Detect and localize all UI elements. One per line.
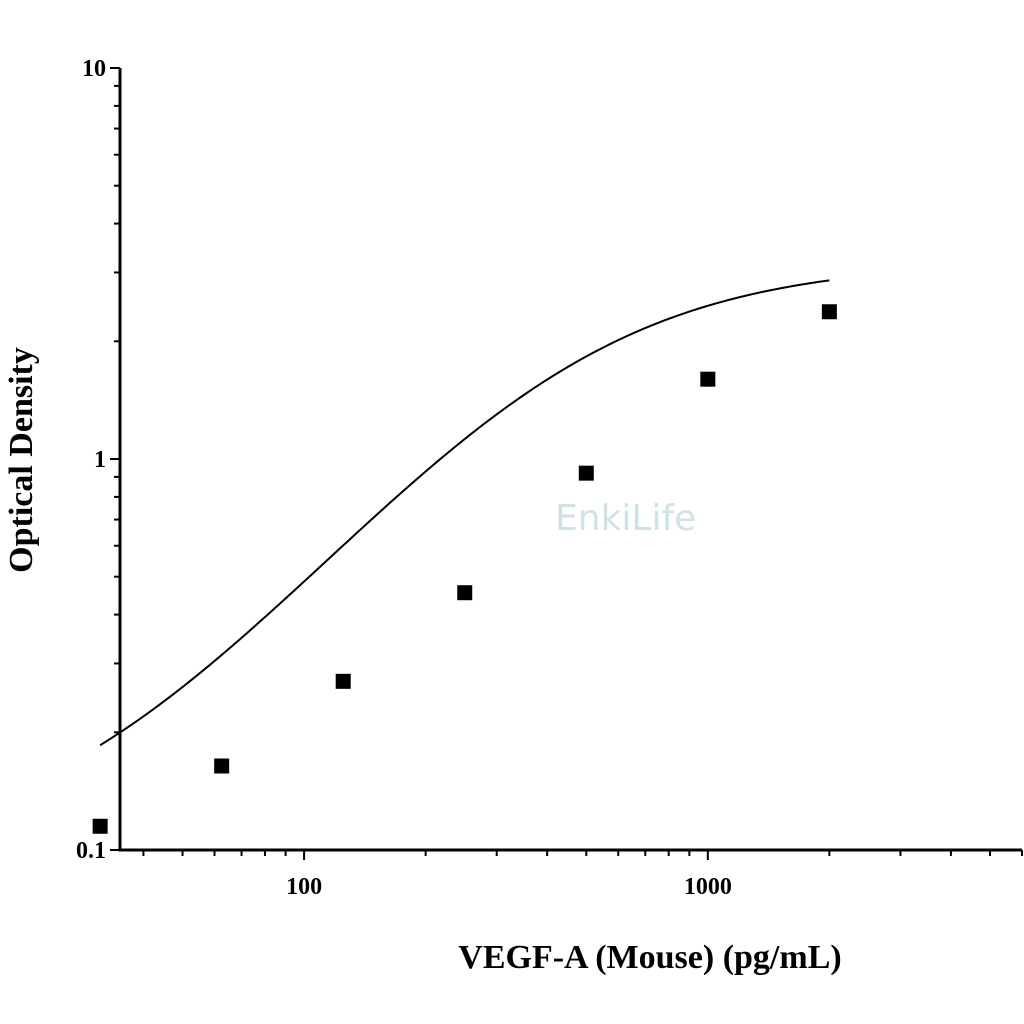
- data-point: [700, 371, 716, 387]
- fit-curve-layer: [99, 279, 830, 747]
- data-point: [335, 673, 351, 689]
- x-tick-label: 1000: [684, 874, 732, 900]
- x-tick-label: 100: [286, 874, 322, 900]
- y-axis-title: Optical Density: [3, 347, 40, 573]
- x-axis-title: VEGF-A (Mouse) (pg/mL): [458, 939, 841, 976]
- axes: [110, 67, 1023, 860]
- data-point: [457, 585, 473, 601]
- data-point: [821, 304, 837, 320]
- y-tick-label: 0.1: [76, 838, 106, 864]
- data-point: [92, 818, 108, 834]
- watermark-text: EnkiLife: [555, 498, 696, 539]
- fit-curve: [99, 279, 830, 747]
- y-tick-label: 1: [94, 447, 106, 473]
- data-point: [578, 465, 594, 481]
- data-points: [92, 304, 837, 834]
- data-point: [214, 758, 230, 774]
- y-tick-label: 10: [82, 56, 106, 82]
- tick-labels: 0.1 1 10 100 1000: [76, 56, 732, 900]
